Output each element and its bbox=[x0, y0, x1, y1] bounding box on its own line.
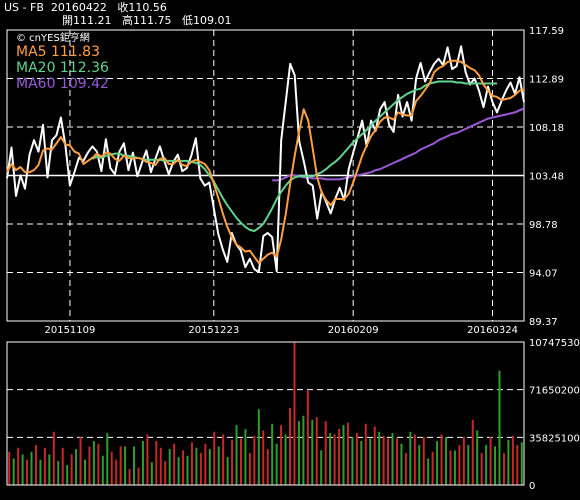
volume-y-tick-label: 0 bbox=[529, 481, 535, 492]
volume-panel-frame bbox=[6, 341, 525, 486]
open-price-label: 開111.21 bbox=[62, 14, 112, 27]
price-y-tick-label: 117.59 bbox=[529, 26, 564, 37]
price-series-lines bbox=[6, 45, 525, 274]
price-x-tick-label: 20160209 bbox=[328, 325, 379, 336]
price-x-tick-label: 20160324 bbox=[467, 325, 518, 336]
close-price-label: 收110.56 bbox=[117, 1, 167, 14]
volume-y-tick-label: 35825100 bbox=[529, 433, 580, 444]
price-y-tick-label: 89.37 bbox=[529, 317, 558, 328]
ma60-line bbox=[272, 107, 525, 182]
legend-ma60: MA60 109.42 bbox=[16, 76, 109, 92]
volume-y-tick-label: 107475300 bbox=[529, 338, 580, 349]
legend-ma20: MA20 112.36 bbox=[16, 60, 109, 76]
symbol-label: US - FB bbox=[4, 1, 44, 14]
high-price-label: 高111.75 bbox=[122, 14, 172, 27]
volume-gridlines bbox=[7, 389, 524, 438]
price-y-tick-label: 94.07 bbox=[529, 269, 558, 280]
volume-y-tick-label: 71650200 bbox=[529, 386, 580, 397]
price-y-tick-label: 98.78 bbox=[529, 220, 558, 231]
header-line-2: 開111.21 高111.75 低109.01 bbox=[62, 14, 232, 27]
price-y-tick-label: 108.18 bbox=[529, 123, 564, 134]
low-price-label: 低109.01 bbox=[182, 14, 232, 27]
legend-ma5: MA5 111.83 bbox=[16, 44, 100, 60]
close-price-line bbox=[6, 45, 525, 274]
brand-watermark: © cnYES鉅亨網 bbox=[16, 31, 90, 44]
price-x-tick-label: 20151223 bbox=[188, 325, 239, 336]
header-line-1: US - FB 20160422 收110.56 bbox=[4, 1, 167, 14]
date-label: 20160422 bbox=[50, 1, 107, 14]
volume-bars bbox=[8, 342, 523, 485]
volume-y-axis-labels: 107475300 71650200 35825100 0 bbox=[529, 338, 580, 492]
ma5-line bbox=[6, 59, 525, 264]
price-legend: © cnYES鉅亨網 MA5 111.83 MA20 112.36 MA60 1… bbox=[16, 31, 109, 92]
price-y-axis-labels: 117.59 112.89 108.18 103.48 98.78 94.07 89.37 bbox=[529, 26, 564, 328]
price-y-tick-label: 112.89 bbox=[529, 74, 564, 85]
price-x-tick-label: 20151109 bbox=[44, 325, 95, 336]
price-x-axis-labels: 20151109 20151223 20160209 20160324 bbox=[44, 325, 517, 336]
price-y-tick-label: 103.48 bbox=[529, 172, 564, 183]
